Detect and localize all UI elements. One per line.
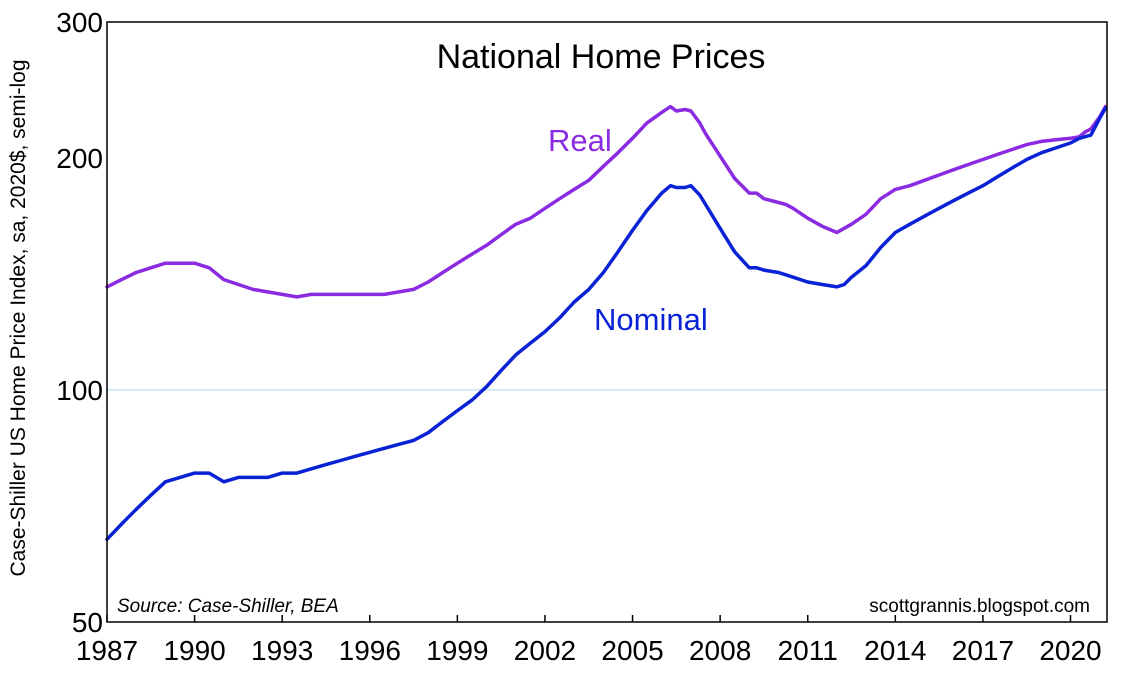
- nominal-series-label: Nominal: [594, 302, 708, 337]
- x-tick-label-1990: 1990: [163, 635, 225, 666]
- y-tick-labels: 50 100 200 300: [56, 7, 103, 638]
- x-tick-labels: 1987 1990 1993 1996 1999 2002 2005 2008 2011 2014…: [76, 635, 1102, 666]
- x-tick-label-1993: 1993: [251, 635, 313, 666]
- real-series-label: Real: [548, 123, 612, 158]
- y-axis-label: Case-Shiller US Home Price Index, sa, 20…: [7, 59, 30, 576]
- x-tick-marks: [106, 615, 1072, 622]
- x-tick-label-2008: 2008: [689, 635, 751, 666]
- series-line-real: [105, 104, 1108, 299]
- y-tick-label-50: 50: [72, 607, 103, 638]
- x-tick-label-2020: 2020: [1039, 635, 1101, 666]
- x-tick-label-1996: 1996: [339, 635, 401, 666]
- y-tick-label-300: 300: [56, 7, 103, 38]
- y-tick-label-200: 200: [56, 143, 103, 174]
- source-note: Source: Case-Shiller, BEA: [117, 596, 339, 617]
- x-tick-label-1999: 1999: [426, 635, 488, 666]
- series-lines: [105, 104, 1108, 542]
- x-tick-label-1987: 1987: [76, 635, 138, 666]
- x-tick-label-2014: 2014: [864, 635, 926, 666]
- chart-title: National Home Prices: [437, 38, 766, 76]
- plot-frame: [106, 21, 1108, 623]
- y-tick-label-100: 100: [56, 375, 103, 406]
- x-tick-label-2005: 2005: [601, 635, 663, 666]
- x-tick-label-2011: 2011: [778, 635, 838, 666]
- x-tick-label-2002: 2002: [514, 635, 576, 666]
- x-tick-label-2017: 2017: [952, 635, 1014, 666]
- credit-note: scottgrannis.blogspot.com: [869, 596, 1090, 617]
- series-line-nominal: [105, 106, 1108, 542]
